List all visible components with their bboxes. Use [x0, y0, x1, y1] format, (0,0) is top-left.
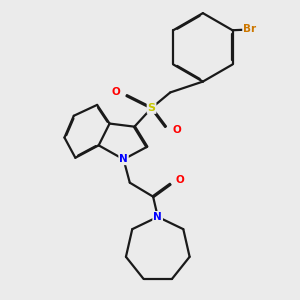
- Text: Br: Br: [243, 24, 256, 34]
- Text: N: N: [153, 212, 162, 222]
- Text: N: N: [153, 212, 162, 222]
- Text: N: N: [119, 154, 128, 164]
- Text: O: O: [175, 176, 184, 185]
- Text: O: O: [111, 88, 120, 98]
- Text: S: S: [148, 103, 156, 113]
- Text: O: O: [172, 125, 181, 135]
